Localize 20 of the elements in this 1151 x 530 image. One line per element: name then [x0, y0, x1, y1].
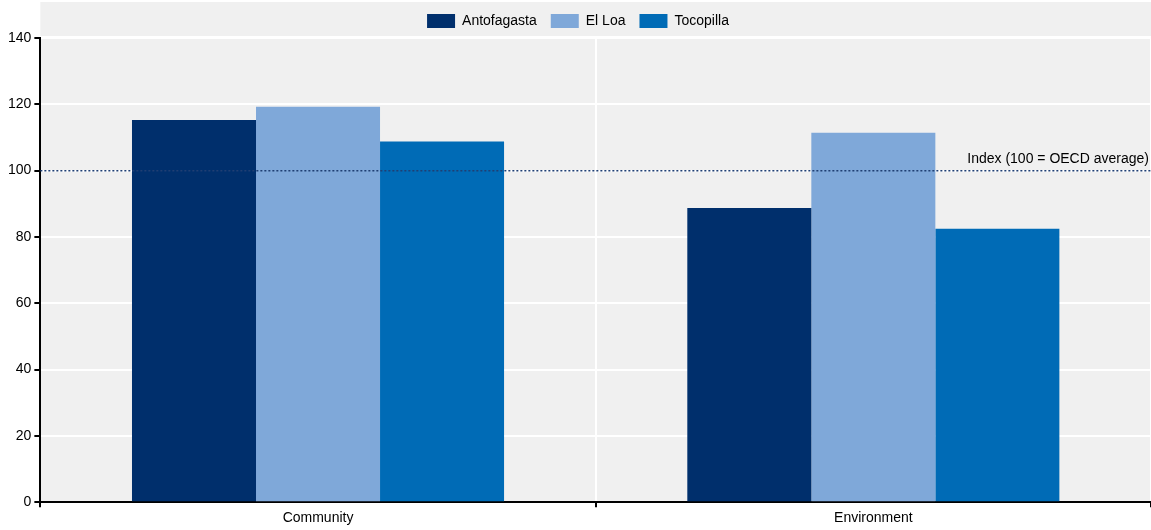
x-tick-label: Environment	[834, 509, 913, 526]
legend-label: El Loa	[585, 11, 626, 28]
y-tick-label: 60	[15, 294, 32, 311]
y-tick-label: 100	[8, 161, 32, 178]
y-tick-label: 80	[15, 227, 32, 244]
y-tick-label: 20	[15, 426, 32, 443]
bar	[131, 119, 257, 502]
x-tick-label: Community	[282, 509, 354, 526]
bar	[935, 228, 1060, 502]
bar	[811, 132, 936, 502]
y-tick-label: 40	[15, 360, 32, 377]
y-tick-label: 140	[8, 28, 32, 45]
ref-line-label: Index (100 = OECD average)	[967, 150, 1149, 167]
y-tick-label: 0	[23, 493, 32, 510]
bar	[687, 208, 812, 502]
bar	[380, 141, 505, 502]
legend-label: Tocopilla	[674, 11, 730, 28]
y-tick-label: 120	[8, 95, 32, 112]
bar	[256, 106, 381, 502]
legend-label: Antofagasta	[462, 11, 537, 28]
